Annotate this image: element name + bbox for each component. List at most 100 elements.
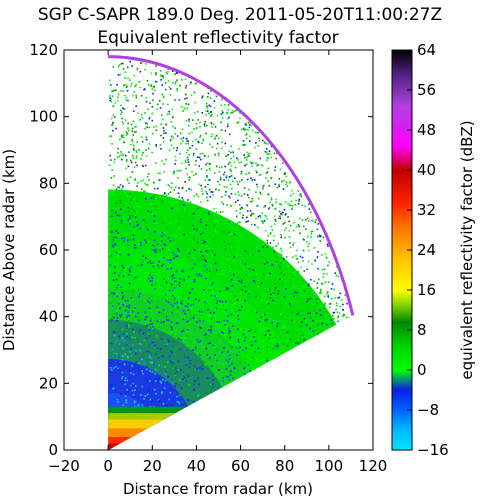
speckle-point bbox=[167, 71, 169, 73]
speckle-point bbox=[174, 298, 176, 300]
speckle-point bbox=[234, 302, 236, 304]
speckle-point bbox=[132, 128, 134, 130]
speckle-point bbox=[127, 133, 129, 135]
speckle-point bbox=[254, 351, 256, 353]
speckle-point bbox=[120, 184, 122, 186]
speckle-point bbox=[192, 349, 194, 351]
speckle-point bbox=[141, 136, 143, 138]
speckle-point bbox=[117, 214, 119, 216]
speckle-point bbox=[332, 319, 334, 321]
speckle-point bbox=[171, 208, 173, 210]
speckle-point bbox=[336, 302, 338, 304]
speckle-point bbox=[237, 299, 239, 301]
speckle-point bbox=[141, 300, 143, 302]
speckle-point bbox=[283, 180, 285, 182]
speckle-point bbox=[145, 242, 147, 244]
speckle-point bbox=[308, 261, 310, 263]
speckle-point bbox=[233, 110, 235, 112]
speckle-point bbox=[193, 128, 195, 130]
speckle-point bbox=[215, 188, 217, 190]
speckle-point bbox=[309, 312, 311, 314]
speckle-point bbox=[113, 317, 115, 319]
speckle-point bbox=[146, 196, 148, 198]
speckle-point bbox=[252, 357, 254, 359]
speckle-point bbox=[248, 283, 250, 285]
speckle-point bbox=[271, 257, 273, 259]
speckle-point bbox=[121, 222, 123, 224]
speckle-point bbox=[244, 373, 246, 375]
speckle-point bbox=[229, 354, 231, 356]
speckle-point bbox=[175, 368, 177, 370]
speckle-point bbox=[188, 406, 190, 408]
speckle-point bbox=[180, 302, 182, 304]
speckle-point bbox=[222, 305, 224, 307]
speckle-point bbox=[179, 282, 181, 284]
speckle-point bbox=[196, 339, 198, 341]
speckle-point bbox=[179, 316, 181, 318]
speckle-point bbox=[284, 305, 286, 307]
speckle-point bbox=[183, 107, 185, 109]
speckle-point bbox=[285, 331, 287, 333]
speckle-point bbox=[172, 376, 174, 378]
speckle-point bbox=[264, 325, 266, 327]
speckle-point bbox=[202, 95, 204, 97]
speckle-point bbox=[216, 308, 218, 310]
speckle-point bbox=[187, 199, 189, 201]
speckle-point bbox=[153, 198, 155, 200]
speckle-point bbox=[327, 317, 329, 319]
speckle-point bbox=[325, 281, 327, 283]
speckle-point bbox=[324, 304, 326, 306]
speckle-point bbox=[152, 371, 154, 373]
speckle-point bbox=[130, 176, 132, 178]
speckle-point bbox=[110, 367, 112, 369]
speckle-point bbox=[273, 235, 275, 237]
speckle-point bbox=[266, 347, 268, 349]
speckle-point bbox=[237, 238, 239, 240]
speckle-point bbox=[322, 325, 324, 327]
speckle-point bbox=[117, 232, 119, 234]
speckle-point bbox=[165, 204, 167, 206]
speckle-point bbox=[174, 303, 176, 305]
speckle-point bbox=[115, 244, 117, 246]
speckle-point bbox=[124, 288, 126, 290]
speckle-point bbox=[146, 272, 148, 274]
speckle-point bbox=[176, 396, 178, 398]
speckle-point bbox=[173, 258, 175, 260]
speckle-point bbox=[118, 361, 120, 363]
speckle-point bbox=[240, 208, 242, 210]
speckle-point bbox=[146, 136, 148, 138]
speckle-point bbox=[187, 375, 189, 377]
speckle-point bbox=[308, 299, 310, 301]
speckle-point bbox=[333, 312, 335, 314]
speckle-point bbox=[169, 113, 171, 115]
speckle-point bbox=[151, 276, 153, 278]
speckle-point bbox=[299, 233, 301, 235]
speckle-point bbox=[228, 376, 230, 378]
speckle-point bbox=[242, 144, 244, 146]
speckle-point bbox=[284, 287, 286, 289]
speckle-point bbox=[231, 193, 233, 195]
speckle-point bbox=[121, 314, 123, 316]
speckle-point bbox=[194, 365, 196, 367]
speckle-point bbox=[167, 376, 169, 378]
speckle-point bbox=[163, 321, 165, 323]
speckle-point bbox=[211, 295, 213, 297]
speckle-point bbox=[168, 111, 170, 113]
colorbar-tick-label: 8 bbox=[417, 321, 427, 339]
speckle-point bbox=[302, 260, 304, 262]
speckle-point bbox=[130, 385, 132, 387]
speckle-point bbox=[135, 105, 137, 107]
speckle-point bbox=[161, 114, 163, 116]
speckle-point bbox=[149, 302, 151, 304]
speckle-point bbox=[209, 189, 211, 191]
speckle-point bbox=[138, 363, 140, 365]
speckle-point bbox=[272, 246, 274, 248]
speckle-point bbox=[187, 140, 189, 142]
speckle-point bbox=[146, 222, 148, 224]
speckle-point bbox=[132, 329, 134, 331]
speckle-point bbox=[293, 296, 295, 298]
speckle-point bbox=[278, 217, 280, 219]
y-tick-label: 60 bbox=[39, 241, 58, 259]
speckle-point bbox=[325, 253, 327, 255]
speckle-point bbox=[131, 215, 133, 217]
